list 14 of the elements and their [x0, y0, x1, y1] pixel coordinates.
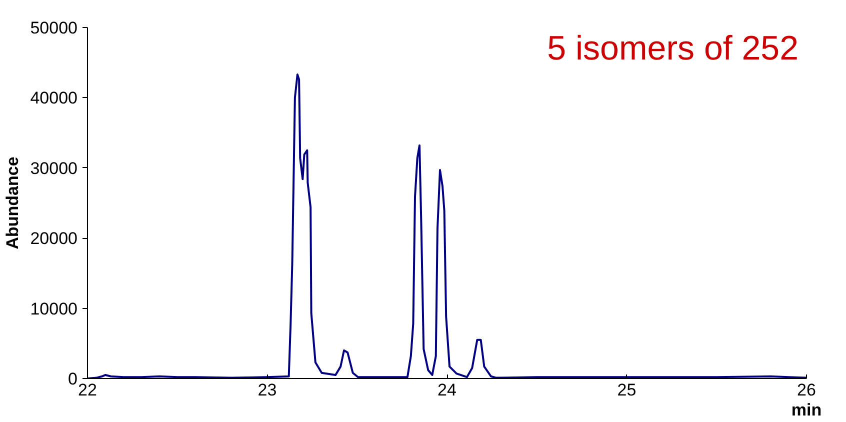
x-tick-label: 24	[438, 380, 456, 400]
y-tick-label: 30000	[30, 158, 78, 178]
chart-title: 5 isomers of 252	[547, 30, 799, 68]
x-axis-title: min	[791, 400, 822, 420]
x-tick-label: 23	[258, 380, 277, 400]
x-tick-label: 25	[617, 380, 636, 400]
x-tick-label: 26	[797, 380, 816, 400]
y-tick-label: 40000	[30, 88, 78, 108]
y-axis-title: Abundance	[3, 156, 22, 250]
y-tick-label: 10000	[30, 299, 78, 318]
x-tick-label: 22	[78, 380, 97, 400]
y-tick-label: 20000	[30, 229, 78, 248]
y-tick-label: 0	[68, 370, 78, 388]
y-tick-label: 50000	[30, 18, 78, 38]
